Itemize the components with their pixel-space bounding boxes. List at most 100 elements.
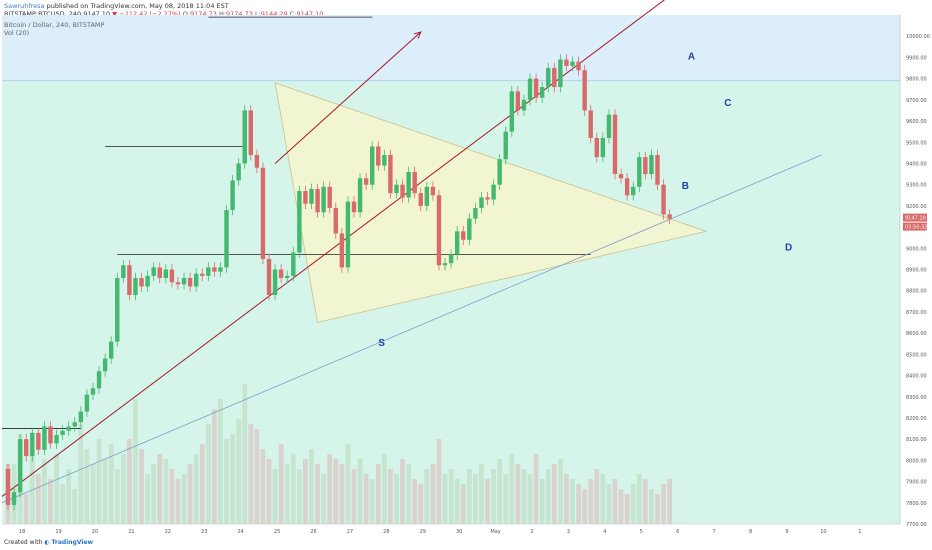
y-tick-label: 8000.00 — [906, 458, 927, 464]
volume-bar — [533, 454, 539, 524]
candle-body — [454, 231, 460, 255]
y-tick-label: 10000.00 — [906, 34, 930, 40]
y-tick-label: 8700.00 — [906, 310, 927, 316]
candle-body — [394, 184, 399, 194]
volume-bar — [636, 474, 642, 524]
x-tick-label: 4 — [603, 529, 606, 535]
volume-bar — [375, 464, 381, 524]
wave-label-s: S — [378, 338, 385, 349]
volume-bar — [254, 429, 260, 524]
candle-body — [291, 252, 296, 276]
candle-body — [418, 193, 423, 206]
candle-body — [467, 218, 472, 240]
candle-body — [461, 231, 466, 240]
candle-body — [485, 197, 490, 200]
candle-body — [11, 492, 17, 505]
volume-bar — [169, 469, 175, 524]
down-arrow-icon: ▼ — [112, 10, 118, 18]
y-tick-label: 8500.00 — [906, 352, 927, 358]
volume-bar — [114, 469, 120, 524]
volume-bar — [224, 439, 229, 524]
x-tick-label: 2 — [530, 529, 533, 535]
volume-bar — [309, 449, 314, 524]
countdown-badge-text: 03:50:32 — [905, 225, 927, 231]
candle-body — [649, 154, 654, 175]
x-tick-label: 23 — [201, 529, 207, 535]
y-tick-label: 9600.00 — [906, 119, 927, 125]
candle-body — [473, 207, 478, 219]
candle-body — [576, 61, 581, 71]
candle-body — [309, 188, 314, 204]
volume-bar — [624, 494, 630, 524]
candle-body — [339, 233, 345, 268]
x-tick-label: 7 — [713, 529, 716, 535]
volume-bar — [381, 454, 387, 524]
volume-bar — [661, 484, 666, 524]
author-link[interactable]: Sawruhfresa — [4, 2, 45, 10]
y-tick-label: 8300.00 — [906, 395, 927, 401]
candle-body — [297, 191, 302, 253]
y-tick-label: 9200.00 — [906, 204, 927, 210]
volume-bar — [266, 459, 272, 524]
volume-bar — [278, 444, 284, 524]
x-tick-label: 27 — [347, 529, 353, 535]
volume-bar — [424, 469, 430, 524]
volume-bar — [157, 454, 163, 524]
volume-bar — [551, 464, 557, 524]
volume-bar — [145, 474, 151, 524]
projection-arrow-line — [274, 31, 422, 164]
volume-bar — [418, 484, 424, 524]
candle-body — [363, 178, 369, 185]
volume-bar — [102, 459, 108, 524]
volume-bar — [357, 459, 363, 524]
last-price-badge-text: 9147.10 — [905, 216, 926, 222]
volume-bar — [491, 469, 496, 524]
volume-bar — [321, 474, 327, 524]
candle-body — [248, 110, 253, 155]
tradingview-brand[interactable]: TradingView — [51, 539, 94, 546]
candle-body — [54, 434, 59, 444]
candle-body — [643, 157, 648, 175]
candle-body — [448, 254, 454, 264]
volume-bar — [442, 474, 448, 524]
countdown-badge — [903, 222, 927, 231]
volume-bar — [582, 489, 588, 524]
candle-body — [145, 275, 150, 287]
candle-body — [370, 146, 375, 185]
volume-bar — [66, 469, 72, 524]
volume-bar — [545, 469, 551, 524]
volume-bar — [515, 464, 521, 524]
volume-bar — [339, 464, 345, 524]
candle-body — [108, 341, 114, 359]
volume-bar — [618, 489, 624, 524]
candle-body — [327, 186, 332, 208]
y-tick-label: 9300.00 — [906, 183, 927, 189]
candle-body — [533, 78, 539, 98]
volume-bar — [351, 469, 357, 524]
candle-body — [521, 99, 527, 111]
candle-body — [303, 191, 308, 204]
volume-bar — [127, 439, 132, 524]
candle-body — [564, 59, 569, 66]
high-label: H: — [218, 10, 227, 18]
candle-body — [503, 131, 508, 160]
volume-bar — [612, 479, 618, 524]
last-price-badge — [903, 213, 927, 222]
candle-body — [200, 273, 205, 276]
volume-bar — [436, 439, 442, 524]
x-tick-label: 1 — [858, 529, 861, 535]
volume-bar — [248, 424, 254, 524]
volume-title: Vol (20) — [4, 29, 30, 37]
candle-body — [570, 61, 575, 66]
y-tick-label: 8900.00 — [906, 268, 927, 274]
candle-body — [382, 154, 387, 166]
candle-body — [78, 411, 84, 423]
candle-body — [272, 269, 278, 295]
candle-body — [193, 273, 199, 287]
series-title: Bitcoin / Dollar, 240, BITSTAMP — [4, 21, 105, 29]
high-value: 9174.73 — [226, 10, 253, 18]
candle-body — [96, 371, 102, 389]
volume-bar — [120, 454, 126, 524]
candle-body — [546, 68, 551, 88]
